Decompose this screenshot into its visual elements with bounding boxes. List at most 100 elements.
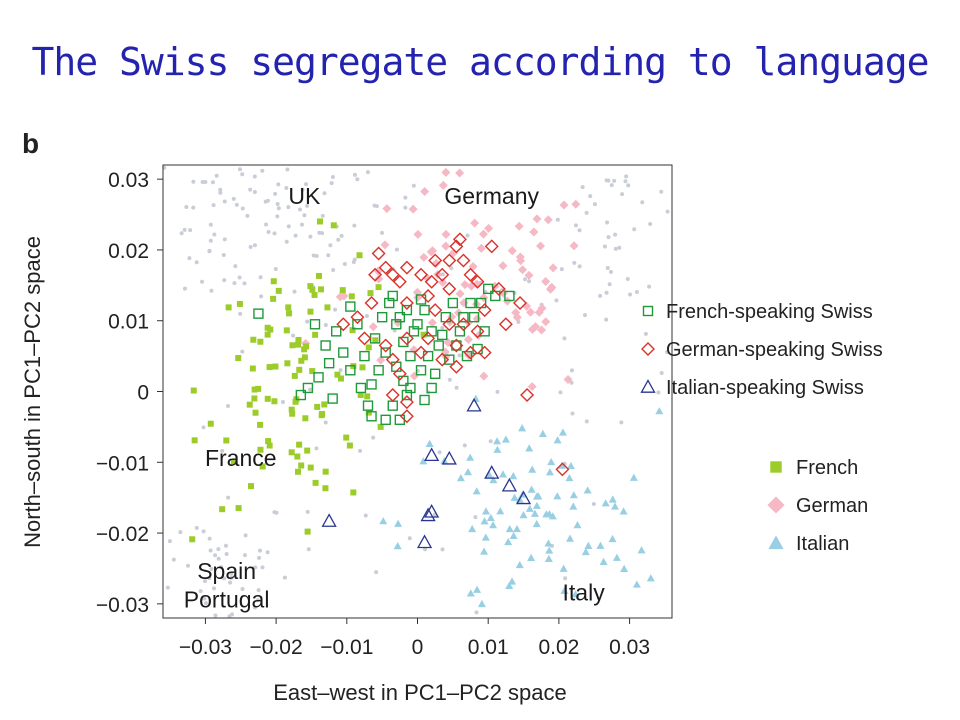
background-point — [265, 550, 270, 555]
background-point — [659, 371, 664, 376]
german-speaking-swiss-point — [385, 352, 400, 367]
background-point — [194, 260, 199, 265]
french-speaking-swiss-point — [458, 311, 469, 323]
italian-reference-point — [477, 599, 486, 608]
german-reference-point — [479, 371, 489, 381]
y-tick-label: 0.03 — [108, 169, 149, 192]
background-point — [665, 350, 670, 355]
background-point — [200, 279, 205, 284]
german-speaking-swiss-point — [555, 462, 570, 477]
french-reference-point — [190, 387, 197, 394]
background-point — [211, 586, 216, 591]
italian-reference-point — [558, 428, 567, 436]
background-point — [329, 181, 334, 186]
french-reference-point — [264, 395, 271, 402]
french-reference-point — [314, 403, 321, 410]
background-point — [330, 175, 335, 180]
swiss-points-layer — [253, 232, 570, 549]
background-point — [612, 178, 617, 183]
background-point — [606, 235, 611, 240]
x-tick-label: 0.02 — [538, 636, 579, 659]
italian-reference-point — [532, 492, 541, 500]
french-reference-point — [285, 304, 292, 311]
french-reference-point — [291, 372, 298, 379]
french-reference-point — [288, 406, 295, 413]
german-speaking-swiss-point — [421, 288, 436, 303]
german-speaking-swiss-point — [428, 253, 443, 268]
italian-speaking-swiss-point — [321, 513, 337, 527]
background-point — [380, 230, 385, 235]
background-point — [328, 243, 333, 248]
german-speaking-swiss-point — [470, 274, 485, 289]
german-reference-point — [455, 289, 465, 299]
background-point — [582, 313, 587, 318]
french-speaking-swiss-point — [345, 365, 356, 376]
italian-reference-point — [504, 537, 513, 546]
background-point — [291, 333, 296, 338]
background-point — [266, 229, 271, 234]
french-reference-point — [309, 368, 316, 375]
background-point — [613, 246, 618, 251]
french-speaking-swiss-point — [338, 347, 349, 358]
french-speaking-swiss-point — [454, 326, 466, 337]
background-point — [284, 185, 289, 190]
german-reference-point — [408, 204, 418, 214]
background-point — [577, 228, 582, 233]
french-reference-point — [271, 398, 278, 405]
german-reference-point — [428, 246, 438, 256]
y-tick-label: 0.01 — [108, 311, 149, 334]
french-reference-point — [312, 479, 319, 486]
french-speaking-swiss-point — [408, 326, 420, 337]
french-speaking-swiss-point — [355, 382, 367, 394]
german-speaking-swiss-point — [477, 345, 492, 360]
german-reference-point — [460, 280, 470, 290]
french-speaking-swiss-point — [465, 297, 476, 309]
french-reference-point — [257, 446, 264, 453]
italian-reference-point — [601, 499, 610, 507]
background-point — [527, 279, 532, 284]
german-reference-point — [478, 229, 488, 239]
background-point — [403, 195, 408, 200]
italian-speaking-swiss-point — [501, 477, 518, 492]
background-point — [258, 275, 263, 280]
background-point — [588, 194, 593, 199]
french-reference-point — [307, 464, 314, 471]
background-point — [323, 322, 328, 327]
x-tick-label: −0.03 — [179, 636, 232, 659]
legend-entry: Italian — [796, 533, 849, 555]
german-speaking-swiss-point — [424, 274, 439, 289]
german-reference-point — [515, 252, 525, 262]
background-point — [440, 272, 445, 277]
background-point — [569, 380, 574, 385]
french-reference-point — [315, 272, 322, 279]
french-reference-point — [230, 459, 237, 466]
background-point — [260, 168, 265, 173]
french-reference-point — [307, 308, 314, 315]
german-speaking-swiss-point — [463, 267, 478, 282]
french-speaking-swiss-point — [345, 301, 356, 312]
french-speaking-swiss-point — [429, 368, 441, 380]
region-label: Portugal — [184, 586, 270, 612]
background-point — [237, 167, 242, 172]
german-reference-point — [441, 229, 451, 239]
italian-reference-point — [532, 519, 541, 528]
background-point — [252, 189, 257, 194]
background-point — [242, 281, 247, 286]
german-reference-point — [441, 167, 451, 177]
german-speaking-swiss-point — [378, 260, 393, 275]
german-reference-point — [532, 214, 542, 224]
french-reference-point — [294, 453, 301, 460]
italian-reference-point — [515, 560, 524, 569]
french-speaking-swiss-point — [437, 329, 448, 341]
italian-reference-point — [547, 457, 556, 466]
background-point — [559, 267, 564, 272]
legend-marker — [641, 342, 655, 356]
italian-reference-point — [501, 435, 510, 443]
background-point — [648, 221, 653, 226]
background-point — [209, 567, 214, 572]
background-point — [240, 349, 245, 354]
background-point — [314, 254, 319, 259]
french-reference-point — [304, 447, 311, 454]
italian-reference-point — [419, 457, 428, 465]
french-reference-point — [266, 442, 273, 449]
